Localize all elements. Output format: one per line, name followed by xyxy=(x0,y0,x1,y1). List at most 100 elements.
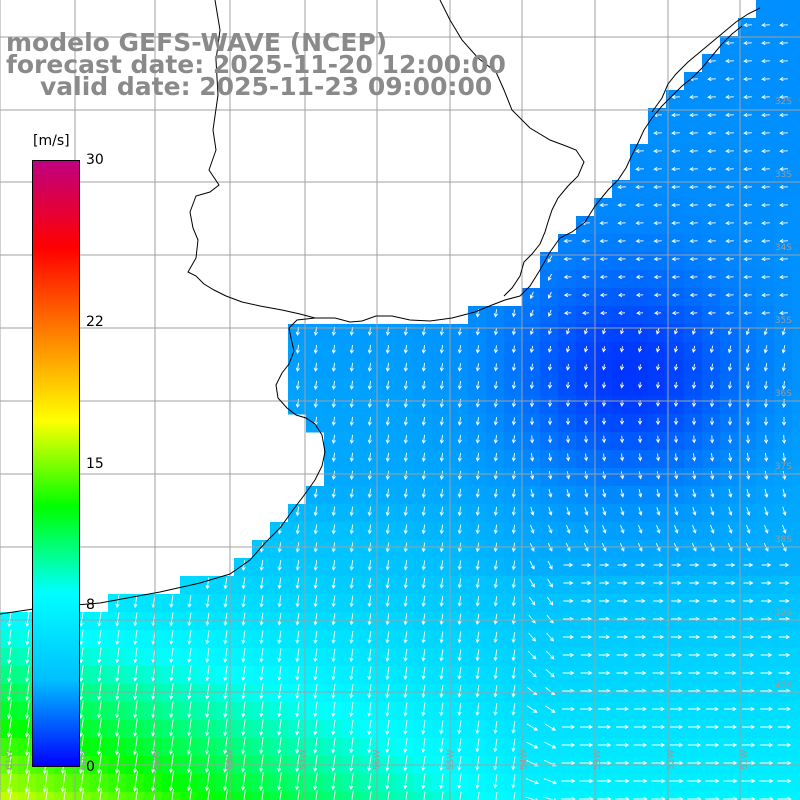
wind-arrow xyxy=(619,382,625,389)
wind-arrow xyxy=(616,706,629,712)
wind-cell xyxy=(774,216,793,235)
wind-arrow xyxy=(652,706,665,712)
wind-cell xyxy=(594,234,613,253)
wind-arrow xyxy=(313,524,318,535)
wind-arrow xyxy=(169,718,174,737)
wind-arrow xyxy=(691,345,696,354)
wind-arrow xyxy=(761,203,770,208)
wind-arrow xyxy=(385,452,390,463)
wind-arrow xyxy=(243,789,246,800)
wind-arrow xyxy=(331,344,336,355)
wind-arrow xyxy=(385,398,390,409)
wind-arrow xyxy=(779,580,790,586)
wind-arrow xyxy=(385,506,390,517)
wind-cell xyxy=(540,720,559,739)
wind-arrow xyxy=(6,769,13,794)
wind-arrow xyxy=(6,699,12,720)
wind-cell xyxy=(558,792,577,800)
wind-arrow xyxy=(761,580,772,586)
wind-arrow xyxy=(439,560,444,571)
wind-arrow xyxy=(602,524,607,534)
wind-arrow xyxy=(779,149,788,154)
wind-arrow xyxy=(493,560,498,571)
wind-arrow xyxy=(781,398,786,408)
wind-arrow xyxy=(692,506,697,516)
wind-arrow xyxy=(511,631,516,644)
wind-arrow xyxy=(656,506,661,516)
wind-arrow xyxy=(133,700,138,719)
wind-arrow xyxy=(709,345,714,354)
wind-arrow xyxy=(115,612,120,627)
wind-cell xyxy=(594,576,613,595)
wind-arrow xyxy=(115,665,120,682)
wind-arrow xyxy=(403,488,408,499)
wind-arrow xyxy=(602,506,607,516)
wind-arrow xyxy=(331,666,336,681)
wind-arrow xyxy=(6,752,13,775)
wind-arrow xyxy=(511,774,516,789)
wind-arrow xyxy=(617,562,628,568)
wind-arrow xyxy=(617,257,626,262)
wind-arrow xyxy=(295,737,300,754)
wind-arrow xyxy=(743,203,752,208)
wind-arrow xyxy=(349,398,354,409)
wind-arrow xyxy=(691,363,696,372)
wind-arrow xyxy=(259,612,264,626)
wind-cell xyxy=(684,108,703,127)
wind-arrow xyxy=(707,562,718,568)
wind-arrow xyxy=(597,796,612,800)
wind-arrow xyxy=(457,470,462,481)
wind-arrow xyxy=(259,683,264,700)
wind-arrow xyxy=(367,595,372,608)
wind-arrow xyxy=(707,311,716,316)
wind-arrow xyxy=(295,666,300,681)
wind-arrow xyxy=(133,647,138,664)
wind-arrow xyxy=(205,700,210,718)
wind-arrow xyxy=(186,753,192,774)
wind-cell xyxy=(720,54,739,73)
wind-arrow xyxy=(96,753,102,774)
wind-cell xyxy=(756,288,775,307)
wind-arrow xyxy=(633,742,648,748)
wind-arrow xyxy=(475,596,480,607)
wind-arrow xyxy=(764,524,769,534)
wind-cell xyxy=(702,288,721,307)
wind-arrow xyxy=(493,649,498,662)
wind-arrow xyxy=(385,434,390,445)
wind-arrow xyxy=(403,560,408,571)
wind-arrow xyxy=(692,488,697,498)
wind-cell xyxy=(684,630,703,649)
wind-arrow xyxy=(723,778,738,784)
wind-arrow xyxy=(688,652,701,658)
wind-arrow xyxy=(511,578,516,589)
wind-cell xyxy=(666,270,685,289)
wind-cell xyxy=(666,792,685,800)
wind-arrow xyxy=(671,185,680,190)
wind-arrow xyxy=(725,275,734,280)
wind-cell xyxy=(612,234,631,253)
wind-arrow xyxy=(79,612,84,627)
wind-arrow xyxy=(385,631,390,644)
wind-arrow xyxy=(725,562,736,568)
wind-arrow xyxy=(709,363,714,372)
wind-cell xyxy=(144,792,163,800)
wind-arrow xyxy=(671,167,680,172)
wind-cell xyxy=(774,180,793,199)
wind-arrow xyxy=(313,701,318,718)
wind-arrow xyxy=(615,778,630,784)
wind-arrow xyxy=(493,363,498,372)
wind-arrow xyxy=(475,363,480,372)
wind-arrow xyxy=(547,417,553,426)
wind-arrow xyxy=(725,598,736,604)
wind-arrow xyxy=(561,742,576,748)
wind-arrow xyxy=(511,649,516,662)
wind-cell xyxy=(648,702,667,721)
wind-arrow xyxy=(223,665,228,682)
wind-arrow xyxy=(115,700,120,719)
wind-arrow xyxy=(367,560,372,571)
wind-cell xyxy=(576,702,595,721)
wind-arrow xyxy=(295,380,300,391)
wind-arrow xyxy=(565,381,571,389)
wind-cell xyxy=(630,630,649,649)
wind-cell xyxy=(576,576,595,595)
